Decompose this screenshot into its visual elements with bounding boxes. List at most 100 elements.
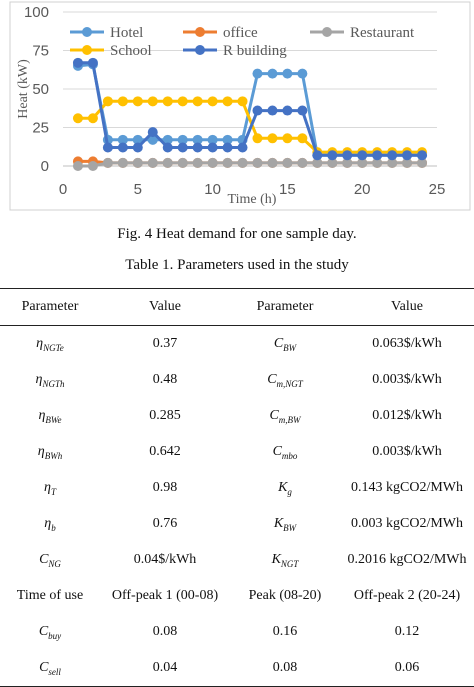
data-point — [192, 142, 203, 153]
data-point — [207, 96, 218, 107]
data-point — [132, 157, 143, 168]
data-point — [312, 157, 323, 168]
y-tick-label: 25 — [32, 120, 49, 137]
x-tick-label: 10 — [204, 181, 221, 198]
y-tick-label: 100 — [24, 4, 49, 21]
symbol-subscript: buy — [48, 630, 62, 641]
symbol-base: C — [269, 407, 279, 423]
data-point — [147, 96, 158, 107]
table-row: ηb 0.76 KBW 0.003 kgCO2/MWh — [0, 506, 474, 542]
data-point — [102, 142, 113, 153]
header-parameter-1: Parameter — [21, 299, 79, 314]
data-point — [192, 96, 203, 107]
table-cell: 0.08 — [152, 624, 178, 639]
legend-marker — [322, 27, 332, 37]
data-point — [297, 105, 308, 116]
parameter-symbol: ηBWe — [0, 398, 100, 434]
x-tick-label: 15 — [279, 181, 296, 198]
table-cell: 0.04 — [152, 660, 178, 675]
table-row: ηT 0.98 Kg 0.143 kgCO2/MWh — [0, 470, 474, 506]
data-point — [357, 157, 368, 168]
data-point — [72, 161, 83, 171]
data-point — [282, 105, 293, 116]
table-cell: Off-peak 2 (20-24) — [353, 588, 461, 603]
data-point — [147, 134, 158, 145]
x-tick-label: 0 — [59, 181, 67, 198]
data-point — [222, 134, 233, 145]
data-point — [402, 157, 413, 168]
data-point — [117, 157, 128, 168]
symbol-subscript: BWh — [44, 450, 63, 461]
symbol-base: η — [35, 371, 43, 387]
data-point — [177, 142, 188, 153]
table-row: ηNGTe 0.37 CBW 0.063$/kWh — [0, 326, 474, 363]
data-point — [387, 150, 398, 161]
symbol-base: η — [44, 515, 52, 531]
data-point — [87, 57, 98, 68]
data-point — [162, 142, 173, 153]
data-point — [282, 133, 293, 144]
legend-marker — [82, 27, 92, 37]
parameter-symbol: ηT — [0, 470, 100, 506]
table-row: ηNGTh 0.48 Cm,NGT 0.003$/kWh — [0, 362, 474, 398]
data-point — [297, 68, 308, 79]
symbol-subscript: b — [51, 522, 56, 533]
data-point — [282, 68, 293, 79]
data-point — [252, 157, 263, 168]
legend-marker — [82, 45, 92, 55]
data-point — [327, 150, 338, 161]
data-point — [237, 142, 248, 153]
symbol-base: C — [272, 443, 282, 459]
data-point — [267, 68, 278, 79]
parameter-symbol: Cm,NGT — [230, 362, 340, 398]
symbol-base: η — [36, 335, 44, 351]
table-cell: 0.37 — [152, 336, 178, 351]
data-point — [267, 157, 278, 168]
data-point — [147, 127, 158, 138]
table-cell: 0.04$/kWh — [133, 552, 197, 567]
figure-caption: Fig. 4 Heat demand for one sample day. — [117, 226, 357, 242]
data-point — [387, 157, 398, 168]
legend-marker — [195, 45, 205, 55]
table-cell: 0.012$/kWh — [372, 408, 442, 423]
legend-label: Hotel — [110, 25, 143, 41]
symbol-subscript: NG — [48, 558, 61, 569]
table-cell: 0.08 — [272, 660, 298, 675]
legend-label: School — [110, 43, 152, 59]
parameter-symbol: KBW — [230, 506, 340, 542]
symbol-base: C — [39, 551, 49, 567]
data-point — [402, 150, 413, 161]
table-cell: Peak (08-20) — [248, 588, 322, 603]
data-point — [162, 157, 173, 168]
symbol-subscript: sell — [48, 666, 61, 677]
data-point — [342, 157, 353, 168]
data-point — [87, 113, 98, 124]
data-point — [147, 157, 158, 168]
symbol-subscript: mbo — [281, 450, 298, 461]
data-point — [117, 134, 128, 145]
symbol-base: C — [39, 659, 49, 675]
data-point — [222, 142, 233, 153]
table-row: ηBWh 0.642 Cmbo 0.003$/kWh — [0, 434, 474, 470]
table-cell: 0.06 — [394, 660, 420, 675]
symbol-subscript: NGT — [280, 558, 299, 569]
data-point — [327, 157, 338, 168]
parameter-symbol: ηBWh — [0, 434, 100, 470]
symbol-subscript: BW — [283, 522, 297, 533]
symbol-subscript: m,NGT — [276, 378, 303, 389]
data-point — [72, 113, 83, 124]
data-point — [72, 57, 83, 68]
parameter-symbol: CBW — [230, 326, 340, 363]
data-point — [177, 134, 188, 145]
x-tick-label: 25 — [429, 181, 446, 198]
table-cell: 0.48 — [152, 372, 178, 387]
data-point — [207, 134, 218, 145]
data-point — [417, 150, 428, 161]
table-cell: Time of use — [16, 588, 84, 603]
legend-label: R building — [223, 43, 287, 59]
parameter-symbol: Kg — [230, 470, 340, 506]
symbol-subscript: T — [50, 486, 56, 497]
parameter-symbol: ηNGTh — [0, 362, 100, 398]
data-point — [252, 68, 263, 79]
table-caption: Table 1. Parameters used in the study — [125, 257, 349, 273]
